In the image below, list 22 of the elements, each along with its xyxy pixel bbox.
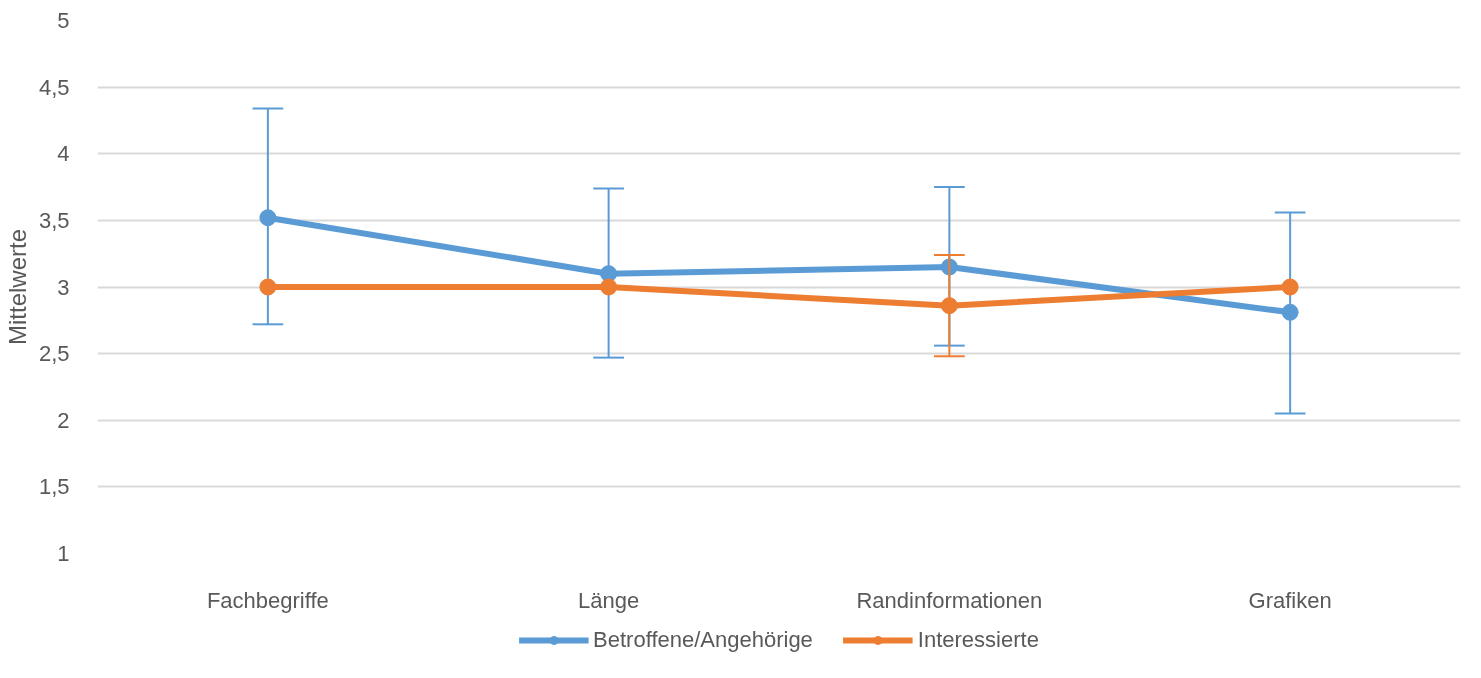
y-tick-label: 4 [57, 141, 70, 167]
x-tick-label: Fachbegriffe [206, 587, 329, 613]
y-tick-label: 1,5 [38, 474, 70, 500]
y-tick-label: 5 [57, 8, 70, 33]
point [1281, 278, 1299, 296]
point [259, 209, 277, 227]
y-tick-label: 2 [57, 407, 70, 433]
point [600, 278, 618, 296]
y-tick-label: 3,5 [38, 207, 70, 233]
legend-label: Interessierte [917, 627, 1039, 653]
y-tick-label: 2,5 [38, 341, 70, 367]
y-axis-title: Mittelwerte [3, 228, 31, 346]
legend-label: Betroffene/Angehörige [593, 627, 813, 653]
x-tick-label: Länge [578, 587, 640, 613]
point [259, 278, 277, 296]
x-tick-label: Grafiken [1248, 587, 1332, 613]
x-tick-label: Randinformationen [856, 587, 1043, 613]
y-tick-label: 3 [57, 274, 70, 300]
point [940, 297, 958, 315]
y-tick-label: 1 [57, 541, 70, 566]
point [1281, 303, 1299, 321]
y-tick-label: 4,5 [38, 74, 70, 100]
